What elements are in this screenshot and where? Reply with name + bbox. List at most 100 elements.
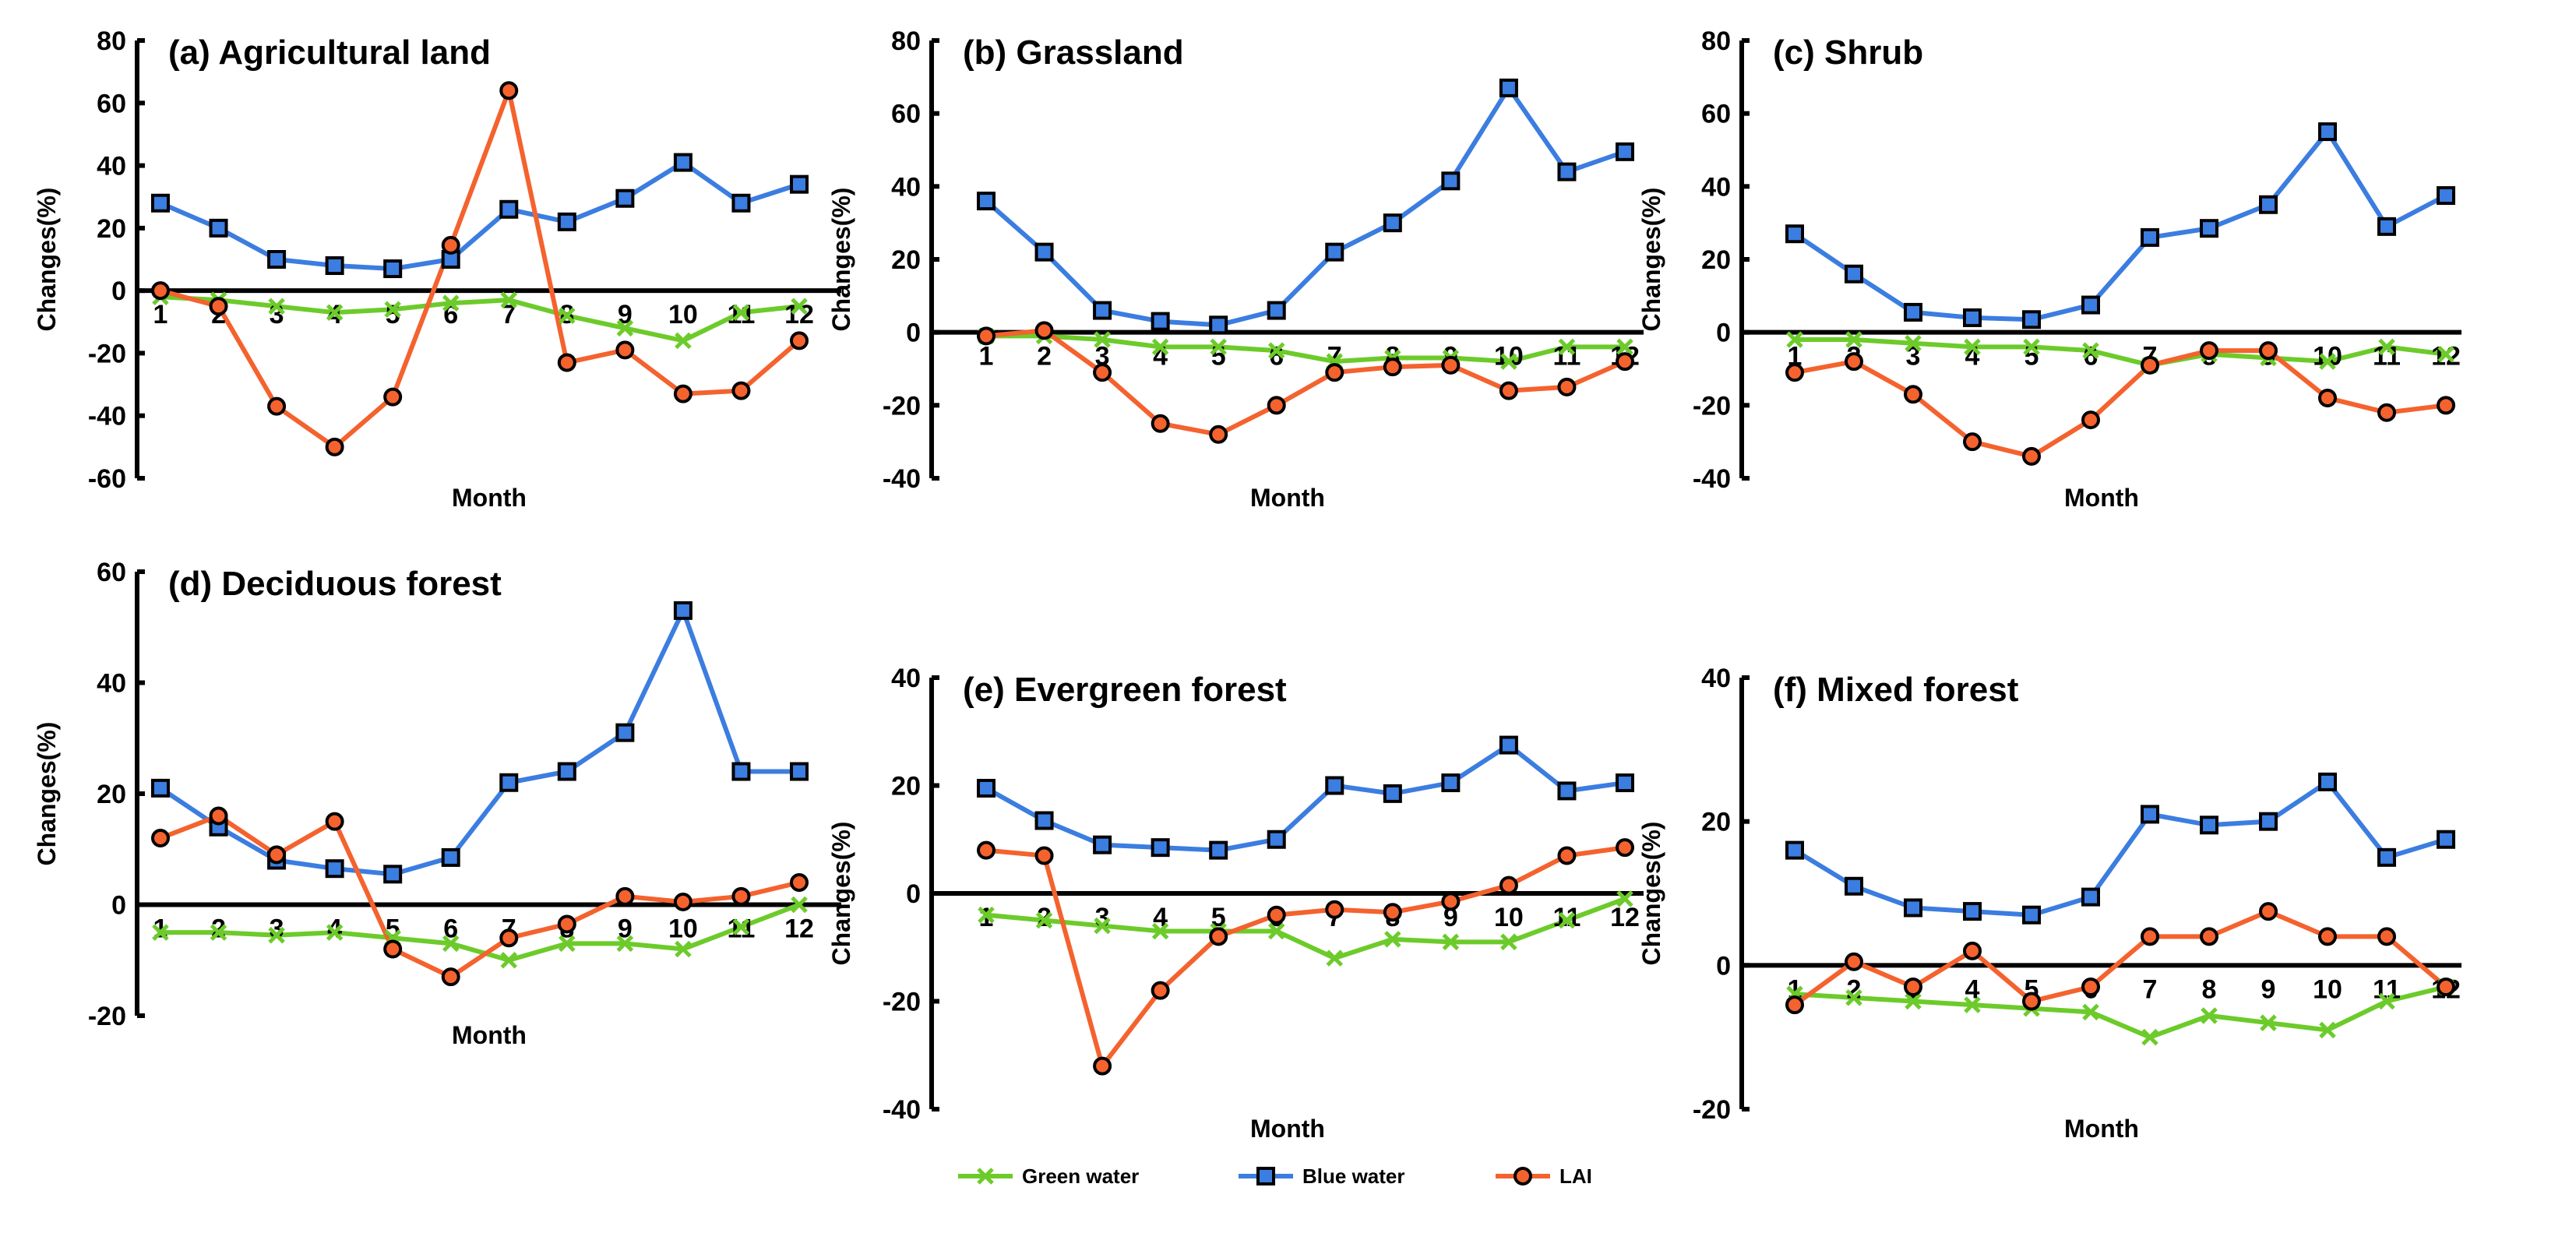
panel-4: -40 -20 0 20 40 (e) Evergreen forest Changes(%…: [827, 664, 1644, 1143]
data-point-blue-water: [1963, 902, 1982, 921]
data-point-lai: [2141, 355, 2159, 375]
series-line-lai: [1794, 348, 2447, 460]
data-point-lai: [2259, 341, 2278, 361]
data-point-lai: [615, 886, 635, 906]
data-point-blue-water: [1557, 162, 1577, 181]
data-point-blue-water: [731, 762, 751, 781]
panel-3: -20 0 20 40 60 (d) Deciduous forest Changes(%)…: [33, 558, 841, 1049]
data-point-green-water: [2319, 1021, 2336, 1039]
legend-item: Green water: [958, 1164, 1139, 1188]
data-point-lai: [673, 892, 692, 911]
x-tick-label: 2: [1037, 342, 1052, 372]
data-point-lai: [977, 326, 996, 346]
data-point-green-water: [1786, 331, 1803, 348]
x-tick-label: 10: [668, 300, 698, 329]
panel-2: -40 -20 0 20 40 60 80 (c) Shrub Changes(%) Month 1…: [1637, 26, 2461, 512]
data-point-blue-water: [1963, 308, 1982, 327]
data-point-blue-water: [441, 847, 460, 867]
y-tick-label: -40: [88, 402, 126, 432]
data-point-lai: [1845, 952, 1863, 971]
series-line-lai: [160, 82, 801, 450]
data-point-green-water: [1384, 931, 1401, 948]
y-tick-label: 40: [891, 172, 921, 202]
x-tick-label: 7: [2143, 974, 2158, 1004]
data-point-blue-water: [673, 153, 692, 172]
y-tick-label: -20: [1693, 391, 1731, 421]
data-point-lai: [2437, 396, 2455, 415]
data-point-lai: [2022, 992, 2041, 1011]
y-tick-label: 0: [906, 319, 921, 348]
data-point-blue-water: [1383, 784, 1402, 803]
x-tick-label: 11: [1552, 903, 1580, 932]
data-point-blue-water: [1557, 781, 1577, 801]
data-point-green-water: [2319, 353, 2336, 370]
panel-0: -60 -40 -20 0 20 40 60 80 (a) Agricultural land C…: [33, 26, 841, 512]
data-point-green-water: [1094, 917, 1111, 935]
data-point-green-water: [1210, 338, 1227, 356]
legend-marker: [1514, 1167, 1532, 1185]
data-point-blue-water: [2259, 195, 2278, 214]
data-point-blue-water: [557, 212, 576, 231]
data-point-green-water: [500, 291, 518, 308]
data-point-lai: [557, 914, 576, 934]
data-point-green-water: [1964, 338, 1981, 356]
data-point-green-water: [1616, 890, 1633, 907]
data-point-green-water: [2378, 338, 2395, 356]
y-tick-label: -20: [88, 1002, 126, 1031]
series-line-lai: [985, 845, 1626, 1072]
legend-marker: [977, 1168, 994, 1185]
data-point-blue-water: [1616, 773, 1634, 793]
data-point-blue-water: [1325, 242, 1344, 262]
y-tick-label: 0: [1716, 319, 1731, 348]
data-point-blue-water: [2022, 905, 2041, 925]
data-point-green-water: [500, 951, 518, 969]
y-tick-label: 0: [1716, 951, 1731, 981]
data-point-green-water: [326, 304, 344, 322]
y-tick-label: 60: [891, 100, 921, 129]
data-point-green-water: [732, 304, 750, 322]
data-point-lai: [441, 235, 460, 255]
data-point-lai: [2437, 978, 2455, 997]
data-point-green-water: [210, 924, 227, 941]
data-point-lai: [2377, 403, 2396, 422]
data-point-lai: [1267, 396, 1286, 415]
x-tick-label: 9: [1443, 903, 1458, 932]
panel-title: (e) Evergreen forest: [963, 671, 1287, 709]
data-point-green-water: [2082, 1003, 2099, 1021]
data-point-green-water: [1035, 911, 1053, 929]
data-point-lai: [2200, 341, 2218, 361]
data-point-lai: [2377, 927, 2396, 946]
data-point-blue-water: [2022, 310, 2041, 329]
series-line-lai: [985, 328, 1626, 437]
data-point-green-water: [1558, 911, 1576, 929]
data-point-green-water: [2260, 1014, 2277, 1031]
data-point-green-water: [1442, 933, 1460, 951]
series-line-green-water: [1794, 985, 2447, 1040]
data-point-lai: [2259, 902, 2278, 921]
data-point-blue-water: [2377, 847, 2396, 867]
panel-title: (c) Shrub: [1773, 33, 1923, 72]
y-tick-label: 20: [1701, 808, 1731, 837]
data-point-lai: [267, 845, 287, 865]
data-point-blue-water: [557, 762, 576, 781]
y-tick-label: 20: [1701, 245, 1731, 275]
data-point-blue-water: [1325, 776, 1344, 795]
data-point-lai: [441, 967, 460, 987]
data-point-lai: [2318, 388, 2337, 407]
data-point-lai: [151, 829, 170, 847]
legend-marker: [1256, 1167, 1275, 1185]
y-tick-label: 20: [97, 214, 126, 244]
series-line-blue-water: [1793, 778, 2447, 918]
data-point-blue-water: [2377, 217, 2396, 236]
data-point-green-water: [1905, 334, 1922, 352]
data-point-lai: [1616, 352, 1634, 372]
data-point-lai: [977, 840, 996, 860]
data-point-blue-water: [1904, 898, 1922, 918]
data-point-green-water: [268, 926, 285, 944]
data-point-lai: [1904, 385, 1922, 404]
panel-5: -20 0 20 40 (f) Mixed forest Changes(%) Month 1…: [1637, 664, 2461, 1143]
data-point-lai: [1557, 846, 1577, 865]
data-point-blue-water: [790, 762, 809, 781]
data-point-green-water: [559, 935, 576, 953]
data-point-green-water: [2437, 345, 2454, 363]
